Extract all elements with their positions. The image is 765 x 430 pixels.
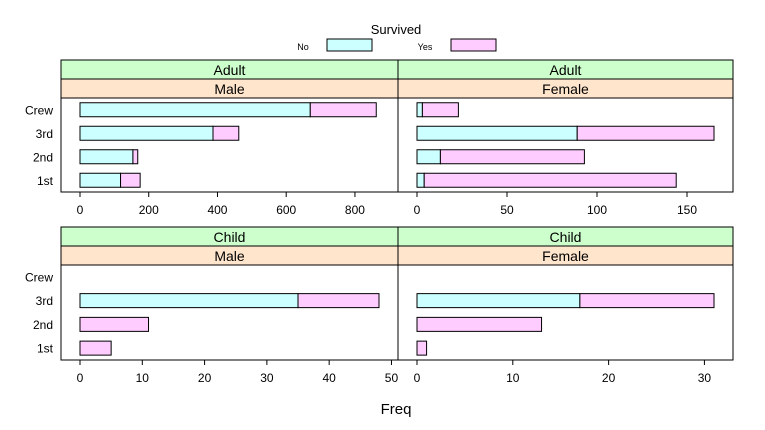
category-label-2nd: 2nd [33, 150, 53, 164]
bar-yes-2nd [132, 149, 139, 165]
x-tick-label: 0 [414, 203, 421, 217]
strip-sex-label: Female [542, 81, 589, 97]
x-tick-label: 100 [587, 203, 607, 217]
bar-no-2nd [79, 149, 134, 165]
x-tick-label: 50 [500, 203, 514, 217]
strip-sex-label: Male [214, 248, 245, 264]
legend-label-no: No [297, 42, 309, 52]
bar-yes-3rd [579, 293, 715, 309]
bar-yes-1st [120, 172, 141, 188]
x-tick-label: 10 [136, 371, 150, 385]
bar-no-3rd [416, 125, 578, 141]
bar-no-1st [79, 172, 122, 188]
plot-frame-child-female [397, 264, 734, 361]
bar-no-2nd [416, 149, 441, 165]
category-label-3rd: 3rd [36, 127, 53, 141]
strip-age-label: Child [550, 229, 582, 245]
x-tick-label: 400 [207, 203, 227, 217]
strip-age-label: Adult [550, 62, 582, 78]
bar-no-3rd [416, 293, 581, 309]
bar-yes-2nd [439, 149, 585, 165]
x-tick-label: 40 [322, 371, 336, 385]
legend-title: Survived [371, 22, 422, 37]
x-axis-label: Freq [381, 401, 412, 418]
bar-no-1st [416, 172, 425, 188]
x-tick-label: 200 [139, 203, 159, 217]
x-tick-label: 150 [677, 203, 697, 217]
bar-no-crew [416, 102, 423, 118]
legend-label-yes: Yes [418, 42, 433, 52]
category-label-3rd: 3rd [36, 294, 53, 308]
panel-child-male: Child Male 1st 2nd 3rd Crew 0 10 20 30 40 50 [25, 226, 399, 385]
bar-yes-crew [309, 102, 377, 118]
bar-no-3rd [79, 125, 214, 141]
plot-frame-adult-female [397, 97, 734, 193]
panel-adult-male: Adult Male 1st 2nd 3rd Crew 0 200 400 600 800 [25, 59, 399, 217]
x-tick-label: 10 [506, 371, 520, 385]
category-label-crew: Crew [25, 270, 53, 284]
bar-yes-3rd [297, 293, 380, 309]
category-label-2nd: 2nd [33, 318, 53, 332]
bar-yes-3rd [212, 125, 240, 141]
x-tick-label: 800 [345, 203, 365, 217]
panel-child-female: Child Female 0 10 20 30 [397, 226, 734, 385]
bar-yes-1st [416, 340, 428, 356]
bar-yes-1st [79, 340, 112, 356]
strip-age-label: Adult [214, 62, 246, 78]
legend-items: No Yes [297, 38, 497, 52]
bar-yes-2nd [79, 316, 150, 332]
bar-yes-2nd [416, 316, 543, 332]
category-label-1st: 1st [37, 174, 54, 188]
x-tick-label: 0 [414, 371, 421, 385]
panel-adult-female: Adult Female 0 50 100 150 [397, 59, 734, 217]
x-tick-label: 0 [77, 203, 84, 217]
x-tick-label: 30 [698, 371, 712, 385]
x-tick-label: 0 [77, 371, 84, 385]
category-label-1st: 1st [37, 342, 54, 356]
strip-sex-label: Female [542, 248, 589, 264]
bar-yes-crew [421, 102, 459, 118]
legend: Survived No Yes [297, 22, 497, 52]
x-tick-label: 600 [276, 203, 296, 217]
x-tick-label: 20 [198, 371, 212, 385]
bar-no-3rd [79, 293, 299, 309]
bar-yes-3rd [576, 125, 715, 141]
bar-yes-1st [423, 172, 677, 188]
legend-swatch-yes [450, 38, 497, 52]
category-label-crew: Crew [25, 103, 53, 117]
x-tick-label: 50 [385, 371, 399, 385]
x-tick-label: 30 [260, 371, 274, 385]
legend-swatch-no [326, 38, 373, 52]
x-tick-label: 20 [602, 371, 616, 385]
strip-age-label: Child [214, 229, 246, 245]
bar-no-crew [79, 102, 311, 118]
strip-sex-label: Male [214, 81, 245, 97]
